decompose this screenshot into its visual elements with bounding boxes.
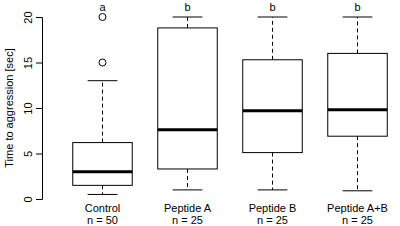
y-axis-title: Time to aggression [sec]: [3, 48, 15, 167]
n-label: n = 25: [342, 214, 373, 226]
y-tick-mark: [36, 108, 42, 109]
y-tick-label: 5: [22, 151, 34, 157]
outlier: [99, 14, 106, 21]
box: [158, 28, 218, 169]
y-axis: 0 5 10 15 20: [22, 11, 43, 202]
whisker-cap-high: [343, 17, 373, 18]
median: [328, 108, 388, 111]
box: [328, 53, 388, 136]
box: [73, 143, 133, 186]
whisker-cap-low: [88, 194, 118, 195]
y-tick-label: 20: [22, 11, 34, 23]
n-label: n = 50: [87, 214, 118, 226]
y-tick-mark: [36, 17, 42, 18]
y-tick-mark: [36, 63, 42, 64]
group-letter: b: [184, 1, 190, 13]
x-tick-label: Peptide B: [249, 202, 297, 214]
outlier: [99, 59, 106, 66]
whisker-low: [187, 169, 188, 190]
y-tick: 20: [22, 11, 42, 23]
whisker-high: [187, 17, 188, 28]
labels: aControln = 50bPeptide An = 25bPeptide B…: [85, 1, 388, 226]
whisker-cap-low: [173, 189, 203, 190]
n-label: n = 25: [172, 214, 203, 226]
median: [243, 109, 303, 112]
median: [158, 128, 218, 131]
y-axis-line: [36, 18, 43, 200]
plot-area: [73, 14, 388, 195]
y-tick-mark: [36, 199, 42, 200]
box-group: [328, 17, 388, 191]
whisker-cap-high: [88, 80, 118, 81]
whisker-low: [357, 136, 358, 191]
median: [73, 170, 133, 173]
box-group: [243, 17, 303, 190]
n-label: n = 25: [257, 214, 288, 226]
y-tick-label: 15: [22, 57, 34, 69]
box: [243, 60, 303, 153]
y-tick: 15: [22, 57, 42, 69]
group-letter: b: [269, 1, 275, 13]
whisker-cap-low: [343, 190, 373, 191]
whisker-high: [102, 81, 103, 143]
x-tick-label: Peptide A+B: [327, 202, 388, 214]
whisker-low: [272, 153, 273, 190]
box-group: [158, 17, 218, 190]
y-tick-mark: [36, 154, 42, 155]
x-tick-label: Control: [85, 202, 120, 214]
whisker-cap-low: [258, 189, 288, 190]
chart: 0 5 10 15 20 Time to aggression [sec] a Control…: [0, 0, 400, 226]
whisker-low: [102, 185, 103, 194]
x-tick-label: Peptide A: [164, 202, 212, 214]
y-tick-label: 10: [22, 102, 34, 114]
y-tick: 0: [22, 196, 42, 202]
y-tick-label: 0: [22, 196, 34, 202]
box-group: [73, 14, 133, 195]
whisker-cap-high: [258, 17, 288, 18]
whisker-high: [272, 17, 273, 60]
whisker-high: [357, 17, 358, 53]
y-tick: 5: [22, 151, 42, 157]
group-letter: b: [354, 1, 360, 13]
group-letter: a: [99, 1, 106, 13]
y-tick: 10: [22, 102, 42, 114]
whisker-cap-high: [173, 17, 203, 18]
